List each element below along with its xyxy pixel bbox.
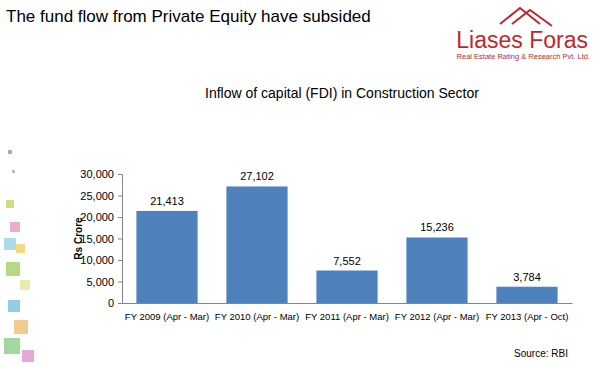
y-tick-mark	[118, 260, 122, 261]
bar	[136, 211, 197, 303]
data-label: 3,784	[513, 271, 541, 283]
y-tick: 30,000	[80, 168, 122, 180]
brand: Liases Foras	[456, 27, 588, 53]
logo: Liases ForasReal Estate Rating & Researc…	[456, 8, 590, 61]
bar	[226, 186, 287, 303]
y-tick-label: 20,000	[80, 211, 114, 223]
decor-cube	[12, 170, 15, 173]
decoration	[4, 150, 34, 362]
decor-cube	[10, 222, 20, 232]
y-tick-mark	[118, 239, 122, 240]
y-tick: 5,000	[86, 276, 122, 288]
decor-cube	[8, 300, 20, 312]
x-tick: FY 2012 (Apr - Mar)	[395, 311, 479, 322]
x-tick-label: FY 2011 (Apr - Mar)	[305, 311, 389, 322]
y-tick-label: 25,000	[80, 190, 114, 202]
y-tick: 20,000	[80, 211, 122, 223]
y-tick-mark	[118, 303, 122, 304]
y-tick: 25,000	[80, 190, 122, 202]
data-label: 7,552	[333, 255, 361, 267]
bar	[316, 271, 377, 303]
x-axis-line	[123, 303, 573, 304]
tagline: Real Estate Rating & Research Pvt. Ltd.	[457, 52, 590, 61]
logo-roof	[500, 8, 552, 26]
data-label: 21,413	[150, 195, 184, 207]
x-tick: FY 2013 (Apr - Oct)	[486, 311, 569, 322]
decor-cube	[4, 238, 16, 250]
y-tick: 0	[108, 297, 122, 309]
x-tick: FY 2009 (Apr - Mar)	[125, 311, 209, 322]
y-axis-line	[118, 175, 123, 304]
decor-cube	[22, 350, 34, 362]
headline: The fund flow from Private Equity have s…	[6, 7, 371, 26]
source: Source: RBI	[514, 348, 568, 359]
data-labels: 21,413 27,102 7,552 15,236 3,784	[150, 170, 541, 282]
chart-root: The fund flow from Private Equity have s…	[0, 0, 600, 367]
x-tick: FY 2011 (Apr - Mar)	[305, 311, 389, 322]
decor-cube	[6, 262, 20, 276]
y-axis: 0 5,000 10,000 15,000 20,000 25,000 30,000	[80, 168, 122, 309]
bars	[136, 186, 557, 303]
y-tick-label: 0	[108, 297, 114, 309]
y-tick-mark	[118, 282, 122, 283]
y-tick: 15,000	[80, 233, 122, 245]
chart-title: Inflow of capital (FDI) in Construction …	[205, 85, 479, 101]
bar	[496, 287, 557, 303]
x-axis: FY 2009 (Apr - Mar) FY 2010 (Apr - Mar) FY…	[123, 304, 573, 322]
data-label: 15,236	[420, 221, 454, 233]
x-tick-label: FY 2012 (Apr - Mar)	[395, 311, 479, 322]
y-tick-label: 30,000	[80, 168, 114, 180]
decor-cube	[8, 150, 12, 154]
bar	[406, 237, 467, 303]
y-tick-label: 10,000	[80, 254, 114, 266]
decor-cube	[20, 280, 30, 290]
y-tick-mark	[118, 217, 122, 218]
y-tick: 10,000	[80, 254, 122, 266]
decor-cube	[16, 244, 25, 253]
decor-cube	[14, 320, 28, 334]
decor-cube	[6, 200, 14, 208]
y-axis-title: Rs Crore	[73, 217, 84, 260]
x-tick-label: FY 2010 (Apr - Mar)	[215, 311, 299, 322]
x-tick-label: FY 2013 (Apr - Oct)	[486, 311, 569, 322]
y-tick-mark	[118, 196, 122, 197]
y-tick-label: 5,000	[86, 276, 114, 288]
x-tick: FY 2010 (Apr - Mar)	[215, 311, 299, 322]
decor-cube	[4, 338, 20, 354]
x-tick-label: FY 2009 (Apr - Mar)	[125, 311, 209, 322]
data-label: 27,102	[240, 170, 274, 182]
y-tick-mark	[118, 174, 122, 175]
y-tick-label: 15,000	[80, 233, 114, 245]
